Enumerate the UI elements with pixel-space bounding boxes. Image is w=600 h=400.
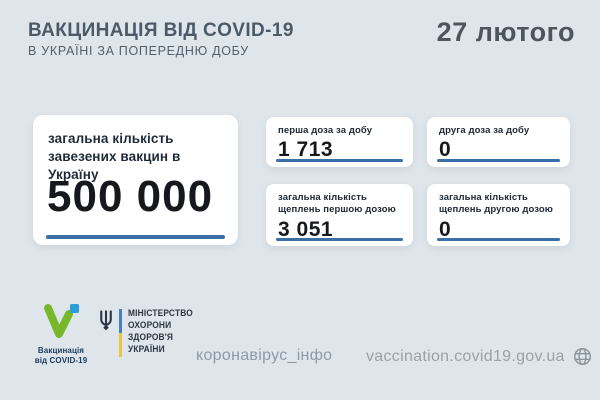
page-title: ВАКЦИНАЦІЯ ВІД COVID-19 <box>28 20 294 41</box>
ministry-of-health-logo: МІНІСТЕРСТВО ОХОРОНИ ЗДОРОВ'Я УКРАЇНИ <box>98 308 202 357</box>
globe-icon <box>573 347 591 366</box>
accent-underline <box>276 237 403 241</box>
trident-icon <box>100 310 112 331</box>
page-subtitle: В УКРАЇНІ ЗА ПОПЕРЕДНЮ ДОБУ <box>28 44 249 58</box>
card-second-dose-daily: друга доза за добу 0 <box>427 117 570 167</box>
card-first-dose-total: загальна кількість щеплень першою дозою … <box>266 184 413 246</box>
card-second-dose-total: загальна кількість щеплень другою дозою … <box>427 184 570 246</box>
social-handle: коронавірус_інфо <box>196 347 333 364</box>
card-label: загальна кількість щеплень першою дозою <box>278 192 396 216</box>
card-value: 0 <box>439 138 452 162</box>
ministry-logo-text: УКРАЇНИ <box>128 344 165 356</box>
card-label: перша доза за добу <box>278 125 373 136</box>
ministry-logo-text: ЗДОРОВ'Я <box>128 332 174 344</box>
vaccination-logo-caption: від COVID-19 <box>34 356 88 366</box>
card-value: 0 <box>439 217 452 241</box>
card-total-vaccines-delivered: загальна кількість завезених вакцин в Ук… <box>33 115 238 245</box>
ukraine-flag-divider <box>119 309 122 357</box>
checkmark-v-icon <box>44 304 79 338</box>
vaccination-campaign-logo: Вакцинація від COVID-19 <box>34 303 88 367</box>
card-value: 500 000 <box>47 172 214 221</box>
card-value: 3 051 <box>278 217 334 241</box>
website-url: vaccination.covid19.gov.ua <box>366 347 565 365</box>
website-link: vaccination.covid19.gov.ua <box>366 347 592 366</box>
accent-underline <box>276 158 403 162</box>
ministry-logo-text: МІНІСТЕРСТВО <box>128 308 193 319</box>
card-label: загальна кількість щеплень другою дозою <box>439 192 553 216</box>
report-date: 27 лютого <box>436 17 575 47</box>
accent-underline <box>46 235 225 239</box>
vaccination-logo-caption: Вакцинація <box>37 346 85 355</box>
card-value: 1 713 <box>278 138 334 162</box>
card-label: загальна кількість завезених вакцин в Ук… <box>48 131 181 183</box>
card-first-dose-daily: перша доза за добу 1 713 <box>266 117 413 167</box>
card-label: друга доза за добу <box>439 125 530 136</box>
ministry-logo-text: ОХОРОНИ <box>128 320 172 332</box>
accent-underline <box>437 237 560 241</box>
accent-underline <box>437 158 560 162</box>
